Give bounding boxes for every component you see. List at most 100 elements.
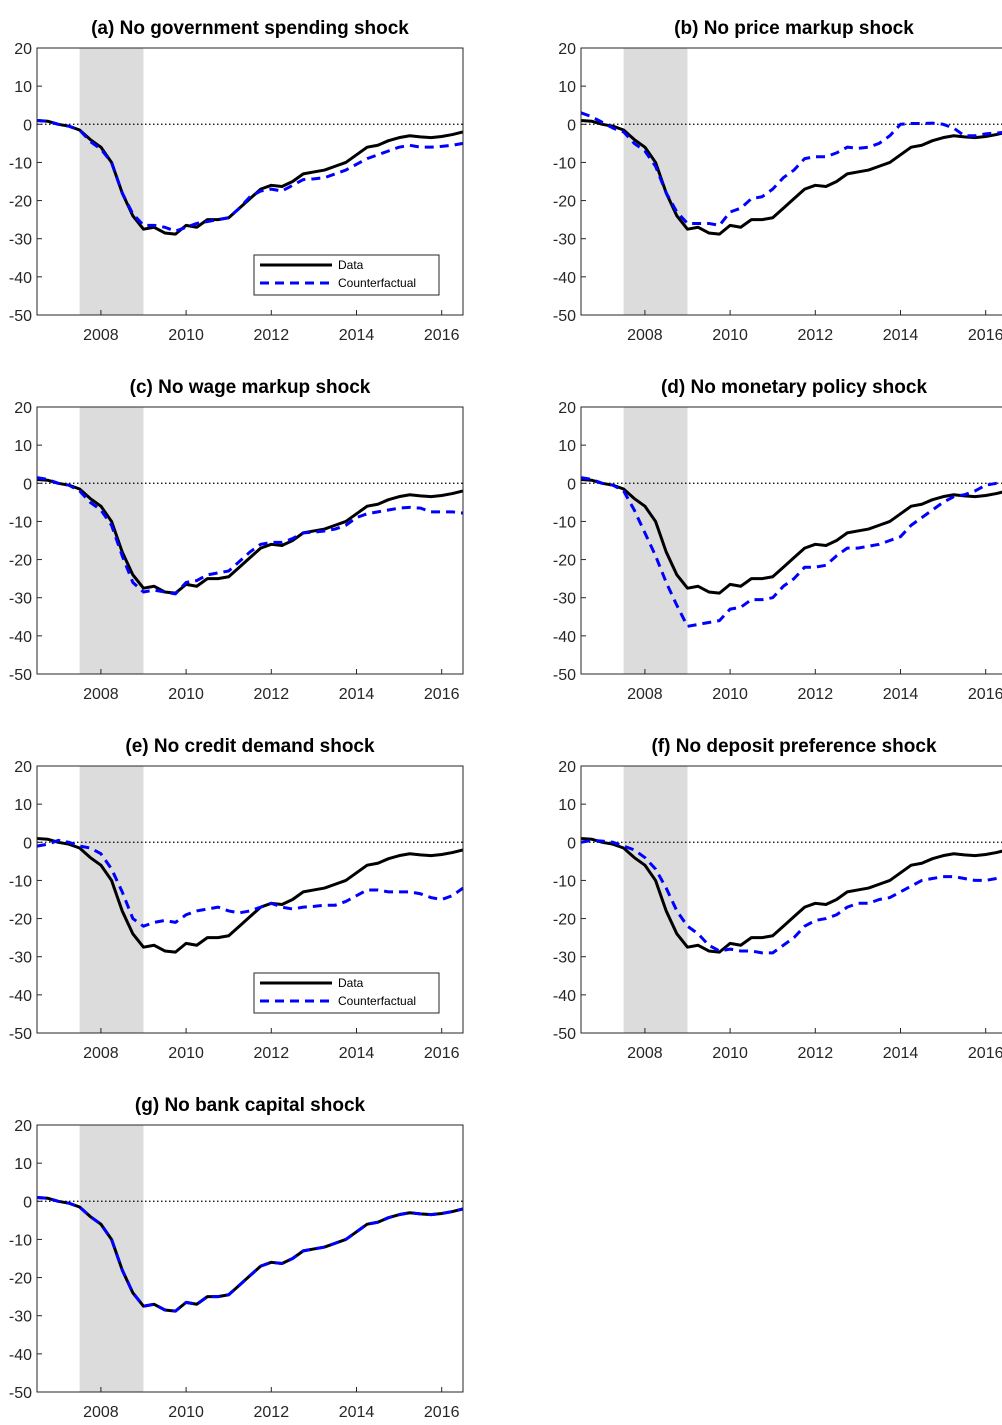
x-tick-label: 2014 [339, 327, 375, 344]
panel-title: (f) No deposit preference shock [651, 736, 936, 757]
x-tick-label: 2010 [168, 686, 204, 703]
x-tick-label: 2016 [968, 1045, 1002, 1062]
lines [36, 476, 464, 596]
y-tick-label: -40 [553, 270, 576, 287]
y-tick-label: 10 [558, 438, 576, 455]
y-tick-label: -10 [9, 1232, 32, 1249]
x-tick-label: 2016 [968, 327, 1002, 344]
series-line [36, 1195, 464, 1313]
y-tick-label: -20 [553, 553, 576, 570]
series-line [580, 476, 1002, 628]
x-tick-label: 2012 [798, 1045, 834, 1062]
y-tick-label: -30 [9, 950, 32, 967]
panel-title: (a) No government spending shock [91, 18, 409, 39]
y-tick-label: -40 [9, 629, 32, 646]
y-tick-label: 20 [558, 400, 576, 417]
lines [580, 111, 1002, 236]
series-line [580, 118, 1002, 236]
recession-shade [79, 407, 144, 674]
y-tick-label: -40 [553, 629, 576, 646]
recession-shade [79, 48, 144, 315]
y-tick-label: -40 [9, 988, 32, 1005]
y-tick-label: -20 [9, 194, 32, 211]
plot-frame [580, 406, 1002, 675]
y-tick-label: 0 [567, 835, 576, 852]
x-tick-label: 2008 [83, 327, 119, 344]
recession-shade [623, 407, 688, 674]
series-line [36, 118, 464, 233]
y-tick-label: 0 [23, 835, 32, 852]
series-line [580, 477, 1002, 595]
x-tick-label: 2008 [627, 686, 663, 703]
y-tick-label: 10 [558, 797, 576, 814]
x-tick-label: 2016 [424, 327, 460, 344]
legend-label: Counterfactual [338, 994, 416, 1008]
y-tick-label: -30 [553, 232, 576, 249]
y-tick-label: -30 [553, 950, 576, 967]
x-tick-label: 2014 [883, 1045, 919, 1062]
panel-title: (c) No wage markup shock [130, 377, 371, 398]
x-tick-label: 2008 [627, 1045, 663, 1062]
x-tick-label: 2010 [168, 327, 204, 344]
plot-frame [36, 1124, 464, 1393]
y-tick-label: 0 [23, 117, 32, 134]
lines [36, 836, 464, 954]
x-tick-label: 2012 [798, 686, 834, 703]
y-tick-label: -40 [9, 1347, 32, 1364]
y-tick-label: 20 [14, 41, 32, 58]
x-tick-label: 2008 [83, 1404, 119, 1421]
x-tick-label: 2016 [424, 1404, 460, 1421]
y-tick-label: 20 [14, 759, 32, 776]
series-line [580, 111, 1002, 227]
x-tick-label: 2012 [798, 327, 834, 344]
legend-box [253, 254, 440, 296]
y-tick-label: -20 [553, 912, 576, 929]
x-tick-label: 2008 [627, 327, 663, 344]
y-tick-label: -50 [9, 667, 32, 684]
y-tick-label: -30 [553, 591, 576, 608]
x-tick-label: 2010 [712, 686, 748, 703]
y-tick-label: -50 [553, 308, 576, 325]
lines [580, 476, 1002, 628]
y-tick-label: -20 [9, 912, 32, 929]
y-tick-label: -10 [9, 873, 32, 890]
y-tick-label: -50 [553, 1026, 576, 1043]
panel-title: (g) No bank capital shock [135, 1095, 366, 1116]
panel-title: (b) No price markup shock [674, 18, 914, 39]
legend-label: Data [338, 976, 364, 990]
legend-box [253, 972, 440, 1014]
y-tick-label: 10 [14, 1156, 32, 1173]
series-line [36, 838, 464, 928]
y-tick-label: 10 [558, 79, 576, 96]
recession-shade [79, 766, 144, 1033]
y-tick-label: -10 [9, 155, 32, 172]
series-line [580, 838, 1002, 955]
y-tick-label: -30 [9, 1309, 32, 1326]
recession-shade [623, 766, 688, 1033]
y-tick-label: -40 [553, 988, 576, 1005]
x-tick-label: 2012 [254, 1404, 290, 1421]
y-tick-label: -20 [553, 194, 576, 211]
lines [36, 1195, 464, 1313]
x-tick-label: 2016 [968, 686, 1002, 703]
series-line [36, 477, 464, 595]
x-tick-label: 2008 [83, 686, 119, 703]
y-tick-label: -10 [553, 155, 576, 172]
y-tick-label: -50 [9, 308, 32, 325]
y-tick-label: -40 [9, 270, 32, 287]
x-tick-label: 2014 [883, 327, 919, 344]
plot-frame [36, 765, 464, 1034]
legend: Data Counterfactual [253, 254, 440, 296]
y-tick-label: 20 [14, 400, 32, 417]
y-tick-label: 10 [14, 438, 32, 455]
plot-frame [580, 47, 1002, 316]
y-tick-label: 0 [23, 1194, 32, 1211]
x-tick-label: 2010 [168, 1045, 204, 1062]
lines [36, 118, 464, 236]
y-tick-label: -30 [9, 232, 32, 249]
legend-label: Counterfactual [338, 276, 416, 290]
y-tick-label: -20 [9, 1271, 32, 1288]
x-tick-label: 2010 [168, 1404, 204, 1421]
x-tick-label: 2010 [712, 327, 748, 344]
panel-title: (e) No credit demand shock [125, 736, 375, 757]
